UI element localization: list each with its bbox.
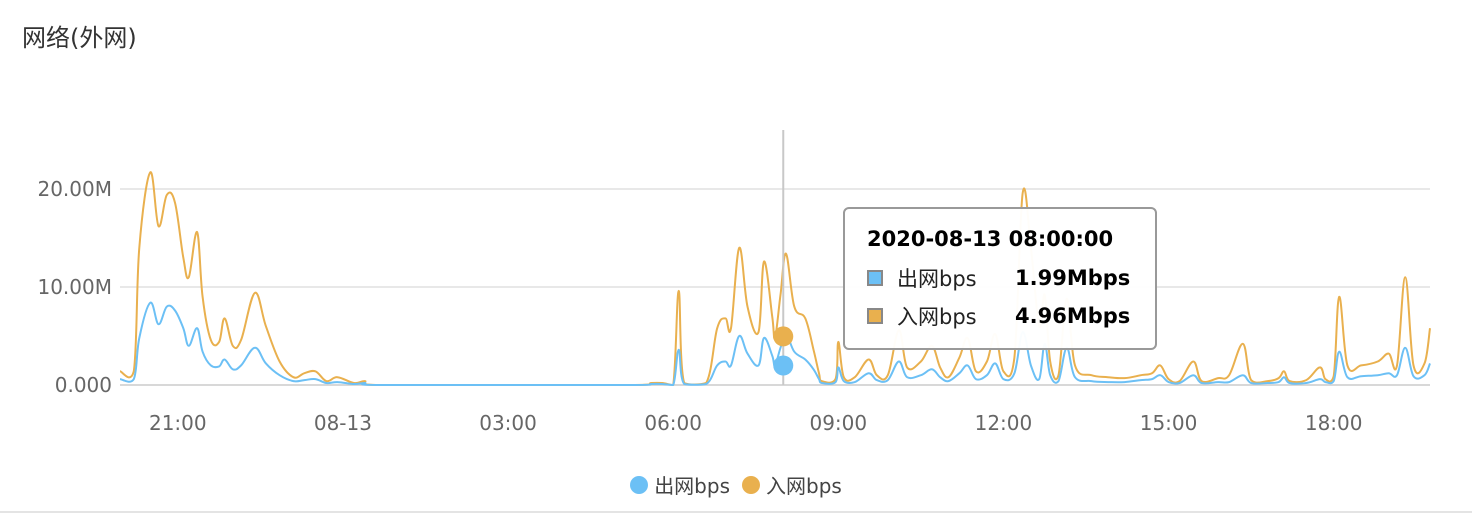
hover-marker-out bbox=[773, 355, 794, 376]
x-tick-label: 15:00 bbox=[1140, 411, 1198, 435]
legend-item-out[interactable]: 出网bps bbox=[630, 470, 730, 499]
chart-tooltip: 2020-08-13 08:00:00 出网bps 1.99Mbps 入网bps… bbox=[843, 207, 1157, 350]
grid-lines bbox=[120, 188, 1430, 386]
x-tick-label: 03:00 bbox=[479, 411, 537, 435]
legend-dot-icon bbox=[630, 475, 649, 494]
legend-dot-icon bbox=[742, 475, 760, 494]
series-line-in bbox=[119, 171, 1431, 386]
hover-marker-in bbox=[773, 326, 794, 347]
series-line-out bbox=[119, 301, 1431, 386]
tooltip-series-value: 1.99Mbps bbox=[1015, 266, 1131, 290]
x-tick-label: 06:00 bbox=[644, 411, 702, 435]
x-tick-label: 18:00 bbox=[1305, 411, 1363, 435]
x-tick-label: 21:00 bbox=[149, 411, 207, 435]
y-tick-label: 0.000 bbox=[55, 373, 112, 397]
y-tick-label: 10.00M bbox=[37, 275, 112, 299]
panel-title: 网络(外网) bbox=[22, 24, 137, 52]
tooltip-swatch-out bbox=[867, 270, 883, 286]
x-tick-label: 12:00 bbox=[975, 411, 1033, 435]
legend-item-in[interactable]: 入网bps bbox=[742, 470, 842, 499]
series-lines bbox=[119, 171, 1431, 386]
chart-legend: 出网bps 入网bps bbox=[0, 470, 1472, 499]
network-chart[interactable]: 0.000 10.00M 20.00M 21:00 08-13 03:00 06:00 09… bbox=[0, 0, 1472, 470]
bottom-divider bbox=[0, 511, 1472, 513]
legend-label: 出网bps bbox=[654, 474, 730, 498]
tooltip-row-in: 入网bps 4.96Mbps bbox=[867, 297, 1133, 335]
tooltip-series-name: 入网bps bbox=[897, 305, 977, 329]
x-tick-label: 09:00 bbox=[809, 411, 867, 435]
hover-markers bbox=[773, 326, 794, 376]
x-tick-label: 08-13 bbox=[314, 411, 372, 435]
x-axis: 21:00 08-13 03:00 06:00 09:00 12:00 15:00 18:00 bbox=[149, 411, 1363, 435]
tooltip-series-value: 4.96Mbps bbox=[1015, 304, 1131, 328]
legend-label: 入网bps bbox=[766, 474, 842, 498]
tooltip-series-name: 出网bps bbox=[897, 267, 977, 291]
tooltip-swatch-in bbox=[867, 308, 883, 324]
y-axis: 0.000 10.00M 20.00M bbox=[37, 177, 112, 397]
y-tick-label: 20.00M bbox=[37, 177, 112, 201]
tooltip-title: 2020-08-13 08:00:00 bbox=[867, 227, 1114, 251]
tooltip-row-out: 出网bps 1.99Mbps bbox=[867, 259, 1133, 297]
